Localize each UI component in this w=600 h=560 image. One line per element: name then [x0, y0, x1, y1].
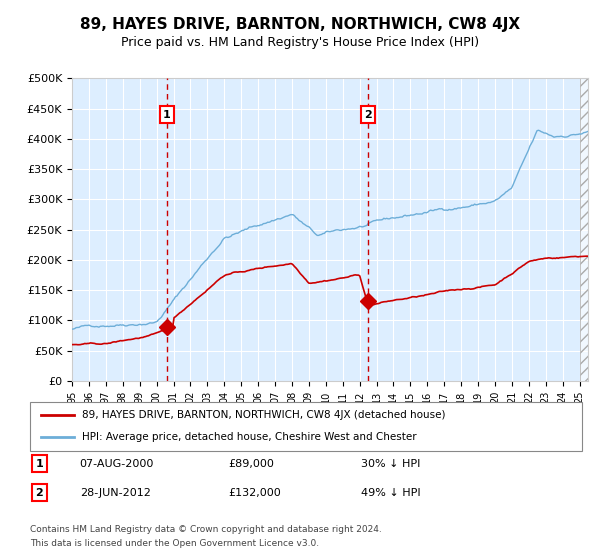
- Text: 49% ↓ HPI: 49% ↓ HPI: [361, 488, 421, 498]
- Text: 89, HAYES DRIVE, BARNTON, NORTHWICH, CW8 4JX (detached house): 89, HAYES DRIVE, BARNTON, NORTHWICH, CW8…: [82, 410, 446, 420]
- Bar: [580, 78, 588, 381]
- Text: This data is licensed under the Open Government Licence v3.0.: This data is licensed under the Open Gov…: [30, 539, 319, 548]
- Text: 2: 2: [364, 110, 372, 120]
- Text: 1: 1: [35, 459, 43, 469]
- Text: 1: 1: [163, 110, 170, 120]
- Text: 28-JUN-2012: 28-JUN-2012: [80, 488, 151, 498]
- Bar: [580, 78, 588, 381]
- FancyBboxPatch shape: [30, 402, 582, 451]
- Text: Contains HM Land Registry data © Crown copyright and database right 2024.: Contains HM Land Registry data © Crown c…: [30, 525, 382, 534]
- Text: 89, HAYES DRIVE, BARNTON, NORTHWICH, CW8 4JX: 89, HAYES DRIVE, BARNTON, NORTHWICH, CW8…: [80, 17, 520, 32]
- Text: Price paid vs. HM Land Registry's House Price Index (HPI): Price paid vs. HM Land Registry's House …: [121, 36, 479, 49]
- Text: £89,000: £89,000: [229, 459, 275, 469]
- Text: 2: 2: [35, 488, 43, 498]
- Text: 30% ↓ HPI: 30% ↓ HPI: [361, 459, 421, 469]
- Text: HPI: Average price, detached house, Cheshire West and Chester: HPI: Average price, detached house, Ches…: [82, 432, 417, 442]
- Text: 07-AUG-2000: 07-AUG-2000: [80, 459, 154, 469]
- Text: £132,000: £132,000: [229, 488, 281, 498]
